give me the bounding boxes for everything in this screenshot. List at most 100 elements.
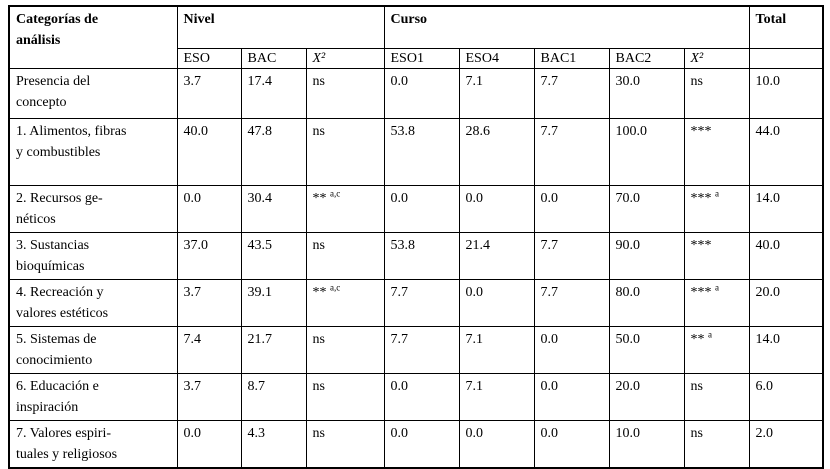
value-cell: 0.0 bbox=[176, 184, 242, 233]
header-bac: BAC bbox=[240, 47, 307, 69]
value-cell: 7.1 bbox=[458, 372, 535, 421]
value-cell: ns bbox=[305, 372, 385, 421]
significance-footnote-sup: a bbox=[715, 187, 719, 198]
table-row: 1. Alimentos, fibras y combustibles 40.0 4… bbox=[8, 117, 824, 186]
table-header: Categorías de análisis Nivel Curso Total… bbox=[8, 5, 824, 69]
value-cell: *** a bbox=[683, 278, 750, 327]
value-cell: 7.1 bbox=[458, 67, 535, 119]
value-cell: 47.8 bbox=[240, 117, 307, 186]
value-cell: ns bbox=[683, 419, 750, 468]
value-cell: 80.0 bbox=[608, 278, 685, 327]
value-cell: 0.0 bbox=[383, 184, 460, 233]
value-cell: 28.6 bbox=[458, 117, 535, 186]
table-row: Presencia del concepto 3.7 17.4 ns 0.0 7.1 7.7… bbox=[8, 67, 824, 119]
value-cell: *** bbox=[683, 117, 750, 186]
header-chi-square-curso: X² bbox=[683, 47, 750, 69]
value-cell: 20.0 bbox=[608, 372, 685, 421]
value-cell: 6.0 bbox=[748, 372, 824, 421]
value-cell: 0.0 bbox=[383, 372, 460, 421]
row-category-label: 1. Alimentos, fibras y combustibles bbox=[8, 117, 178, 186]
value-cell: 0.0 bbox=[458, 419, 535, 468]
row-category-label: 6. Educación e inspiración bbox=[8, 372, 178, 421]
header-eso: ESO bbox=[176, 47, 242, 69]
value-cell: 90.0 bbox=[608, 231, 685, 280]
value-cell: 30.4 bbox=[240, 184, 307, 233]
value-cell: 39.1 bbox=[240, 278, 307, 327]
value-cell: ns bbox=[305, 67, 385, 119]
value-cell: 100.0 bbox=[608, 117, 685, 186]
value-cell: 53.8 bbox=[383, 117, 460, 186]
value-cell: 3.7 bbox=[176, 67, 242, 119]
value-cell: 3.7 bbox=[176, 372, 242, 421]
significance-footnote-sup: a bbox=[715, 281, 719, 292]
row-category-label: 3. Sustancias bioquímicas bbox=[8, 231, 178, 280]
row-category-label: 7. Valores espiri- tuales y religiosos bbox=[8, 419, 178, 468]
value-cell: ** a,c bbox=[305, 184, 385, 233]
value-cell: ** a,c bbox=[305, 278, 385, 327]
value-cell: 17.4 bbox=[240, 67, 307, 119]
value-cell: 21.4 bbox=[458, 231, 535, 280]
value-cell: ns bbox=[305, 325, 385, 374]
value-cell: 7.7 bbox=[533, 278, 610, 327]
significance-footnote-sup: a,c bbox=[330, 281, 341, 292]
header-group-curso: Curso bbox=[383, 5, 750, 49]
header-chi-square-nivel: X² bbox=[305, 47, 385, 69]
value-cell: 0.0 bbox=[383, 67, 460, 119]
row-category-label: 4. Recreación y valores estéticos bbox=[8, 278, 178, 327]
header-sub-row: ESO BAC X² ESO1 ESO4 BAC1 BAC2 X² bbox=[9, 47, 824, 69]
value-cell: 70.0 bbox=[608, 184, 685, 233]
header-categories: Categorías de análisis bbox=[8, 5, 178, 69]
header-group-nivel: Nivel bbox=[176, 5, 385, 49]
value-cell: 7.7 bbox=[383, 278, 460, 327]
header-bac1: BAC1 bbox=[533, 47, 610, 69]
value-cell: 0.0 bbox=[533, 419, 610, 468]
value-cell: ** a bbox=[683, 325, 750, 374]
row-category-label: Presencia del concepto bbox=[8, 67, 178, 119]
value-cell: 44.0 bbox=[748, 117, 824, 186]
value-cell: 7.7 bbox=[533, 117, 610, 186]
value-cell: 21.7 bbox=[240, 325, 307, 374]
header-bac2: BAC2 bbox=[608, 47, 685, 69]
value-cell: ns bbox=[305, 117, 385, 186]
value-cell: 50.0 bbox=[608, 325, 685, 374]
header-group-row: Categorías de análisis Nivel Curso Total bbox=[8, 5, 824, 69]
header-total-sub-empty bbox=[748, 47, 824, 69]
significance-footnote-sup: a,c bbox=[330, 187, 341, 198]
significance-footnote-sup: a bbox=[708, 328, 712, 339]
value-cell: 10.0 bbox=[608, 419, 685, 468]
table-row: 7. Valores espiri- tuales y religiosos 0.… bbox=[8, 419, 824, 468]
value-cell: ns bbox=[305, 231, 385, 280]
value-cell: 40.0 bbox=[176, 117, 242, 186]
value-cell: 20.0 bbox=[748, 278, 824, 327]
value-cell: 7.7 bbox=[533, 67, 610, 119]
value-cell: ns bbox=[683, 372, 750, 421]
value-cell: ns bbox=[683, 67, 750, 119]
value-cell: 14.0 bbox=[748, 184, 824, 233]
value-cell: 0.0 bbox=[458, 278, 535, 327]
header-eso1: ESO1 bbox=[383, 47, 460, 69]
table-row: 4. Recreación y valores estéticos 3.7 39.1… bbox=[8, 278, 824, 327]
value-cell: 14.0 bbox=[748, 325, 824, 374]
value-cell: 40.0 bbox=[748, 231, 824, 280]
value-cell: 8.7 bbox=[240, 372, 307, 421]
value-cell: ns bbox=[305, 419, 385, 468]
value-cell: 0.0 bbox=[458, 184, 535, 233]
value-cell: 53.8 bbox=[383, 231, 460, 280]
value-cell: *** a bbox=[683, 184, 750, 233]
value-cell: 7.4 bbox=[176, 325, 242, 374]
value-cell: 2.0 bbox=[748, 419, 824, 468]
table-row: 2. Recursos ge- néticos 0.0 30.4 ** a,c 0.0 0… bbox=[8, 184, 824, 233]
value-cell: 7.1 bbox=[458, 325, 535, 374]
header-eso4: ESO4 bbox=[458, 47, 535, 69]
value-cell: 30.0 bbox=[608, 67, 685, 119]
results-table: Categorías de análisis Nivel Curso Total… bbox=[8, 5, 825, 469]
table-body: Presencia del concepto 3.7 17.4 ns 0.0 7.1 7.7… bbox=[8, 67, 824, 468]
value-cell: 7.7 bbox=[383, 325, 460, 374]
value-cell: 3.7 bbox=[176, 278, 242, 327]
value-cell: 0.0 bbox=[383, 419, 460, 468]
value-cell: 4.3 bbox=[240, 419, 307, 468]
value-cell: 0.0 bbox=[533, 372, 610, 421]
value-cell: *** bbox=[683, 231, 750, 280]
value-cell: 0.0 bbox=[176, 419, 242, 468]
row-category-label: 5. Sistemas de conocimiento bbox=[8, 325, 178, 374]
